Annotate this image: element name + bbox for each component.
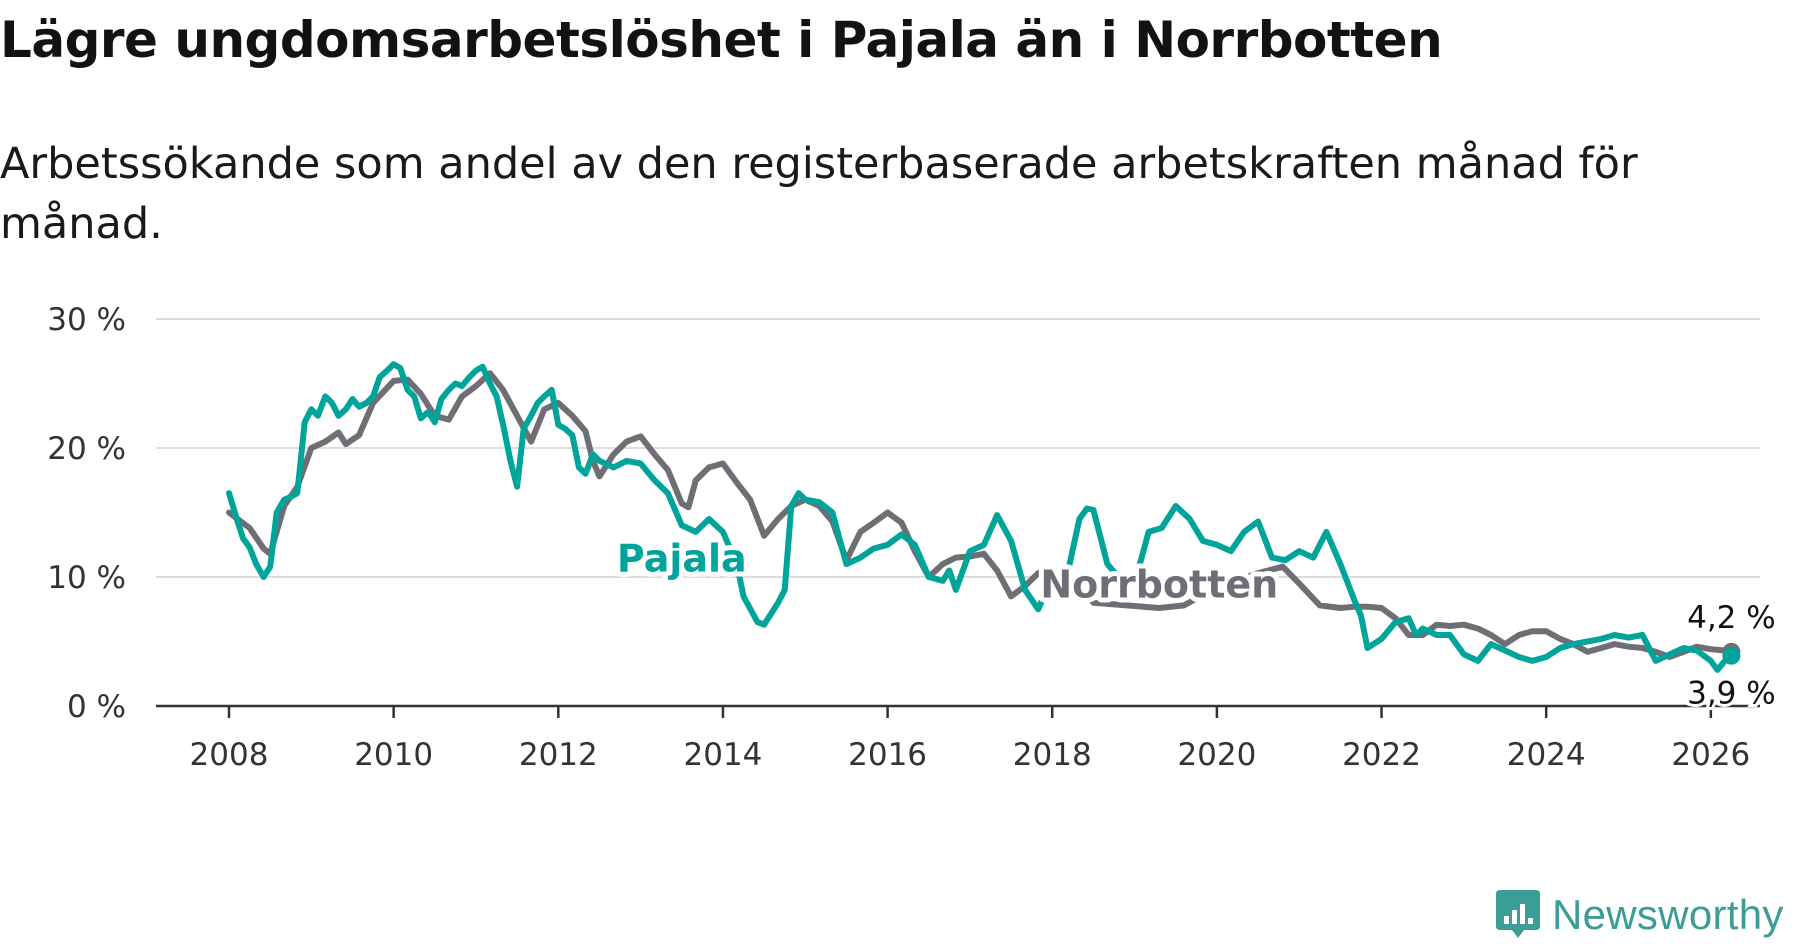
series-endpoint-pajala bbox=[1722, 646, 1741, 665]
chart-subtitle: Arbetssökande som andel av den registerb… bbox=[0, 139, 1638, 249]
x-tick-label: 2022 bbox=[1342, 737, 1421, 773]
newsworthy-logo-text: Newsworthy bbox=[1552, 891, 1784, 938]
grid-lines bbox=[156, 318, 1760, 578]
x-tick-label: 2026 bbox=[1671, 737, 1750, 773]
y-tick-label: 0 % bbox=[67, 689, 126, 725]
y-tick-label: 10 % bbox=[47, 560, 126, 596]
y-tick-label: 20 % bbox=[47, 431, 126, 467]
y-tick-label: 30 % bbox=[47, 302, 126, 338]
x-tick-label: 2018 bbox=[1013, 737, 1092, 773]
series-label-norrbotten: Norrbotten bbox=[1040, 562, 1278, 606]
x-tick-label: 2016 bbox=[848, 737, 927, 773]
x-tick-label: 2024 bbox=[1507, 737, 1586, 773]
series-lines bbox=[226, 361, 1741, 673]
y-axis-tick-labels: 0 % 10 % 20 % 30 % bbox=[47, 302, 126, 725]
newsworthy-logo: Newsworthy bbox=[1494, 890, 1784, 940]
end-value-label-pajala: 3,9 % bbox=[1687, 676, 1776, 712]
x-tick-label: 2020 bbox=[1177, 737, 1256, 773]
x-axis: 2008 2010 2012 2014 2016 2018 2020 2022 2024 2026 bbox=[156, 704, 1760, 773]
x-tick-label: 2010 bbox=[354, 737, 433, 773]
chart-title: Lägre ungdomsarbetslöshet i Pajala än i … bbox=[0, 11, 1443, 69]
end-value-label-norrbotten: 4,2 % bbox=[1687, 600, 1776, 636]
series-labels: Pajala Norrbotten 4,2 % 3,9 % bbox=[612, 532, 1779, 715]
series-line-norrbotten bbox=[226, 370, 1735, 660]
x-tick-label: 2008 bbox=[190, 737, 269, 773]
series-label-pajala: Pajala bbox=[617, 537, 747, 581]
x-tick-label: 2012 bbox=[519, 737, 598, 773]
newsworthy-logo-icon bbox=[1496, 890, 1540, 938]
x-tick-label: 2014 bbox=[683, 737, 762, 773]
series-line-pajala bbox=[226, 361, 1735, 673]
